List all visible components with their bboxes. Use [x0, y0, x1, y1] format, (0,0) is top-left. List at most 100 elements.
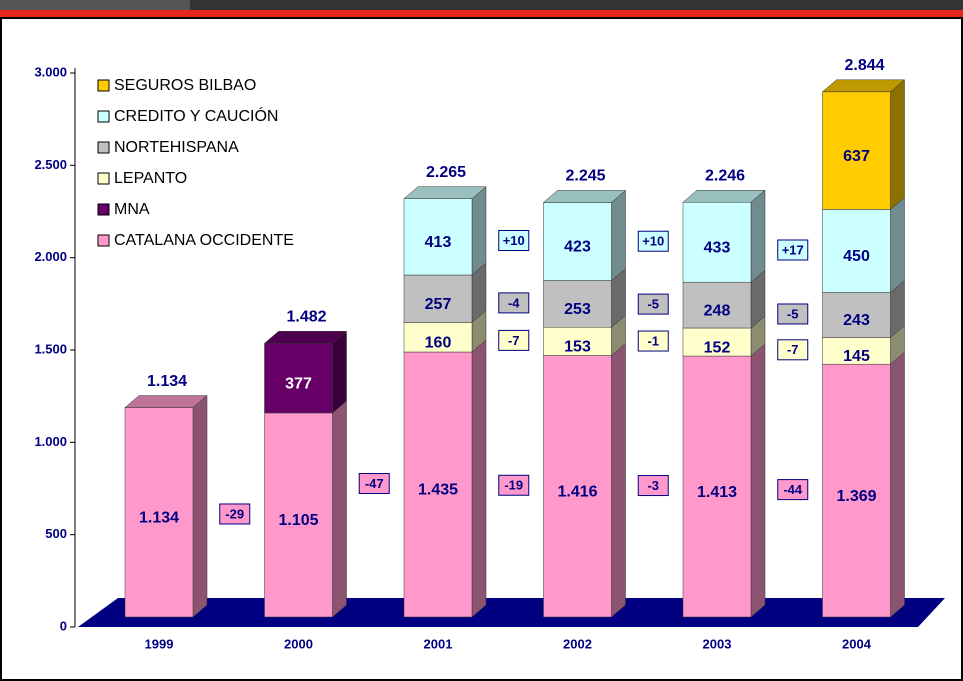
change-box	[777, 303, 809, 325]
segment-label: 1.435	[418, 482, 458, 499]
y-tick-label: 1.000	[34, 434, 67, 449]
bar-segment	[124, 407, 194, 618]
bar-side	[471, 339, 487, 618]
segment-label: 423	[564, 239, 591, 256]
y-tick-label: 2.500	[34, 157, 67, 172]
change-label: -7	[508, 333, 520, 348]
bar-segment	[682, 281, 752, 329]
segment-label: 160	[425, 334, 452, 351]
legend-label: CREDITO Y CAUCIÓN	[114, 106, 278, 125]
segment-label: 413	[425, 234, 452, 251]
change-box	[637, 230, 669, 252]
bar-side	[332, 400, 347, 618]
segment-label: 377	[285, 375, 312, 392]
change-box	[498, 292, 530, 314]
change-box	[637, 330, 669, 352]
bar-side	[192, 395, 208, 618]
legend-swatch	[97, 110, 110, 123]
legend-label: CATALANA OCCIDENTE	[114, 232, 294, 249]
change-label: -5	[787, 306, 799, 321]
change-label: -4	[508, 295, 520, 310]
change-box	[498, 229, 530, 251]
bar-top	[821, 79, 906, 93]
change-box	[777, 339, 809, 361]
total-label: 2.844	[844, 57, 884, 74]
red-stripe	[0, 10, 963, 18]
bar-top	[542, 190, 627, 203]
bar-top	[263, 331, 348, 344]
change-box	[777, 239, 809, 261]
segment-label: 145	[843, 348, 870, 365]
legend-swatch	[97, 234, 110, 247]
total-label: 2.265	[426, 164, 466, 181]
segment-label: 253	[564, 301, 591, 318]
bar-top	[682, 189, 766, 203]
bar-segment	[403, 274, 473, 323]
bar-side	[750, 343, 766, 618]
y-tick-label: 0	[60, 618, 67, 633]
total-label: 2.246	[705, 167, 745, 184]
bar-side	[750, 189, 766, 283]
segment-label: 248	[704, 302, 731, 319]
x-tick-label: 1999	[145, 636, 174, 651]
floor	[78, 598, 945, 627]
bar-side	[332, 330, 347, 414]
top-bar	[0, 0, 963, 10]
change-label: -44	[783, 482, 803, 497]
bar-segment	[682, 355, 752, 618]
change-box	[498, 474, 530, 496]
segment-label: 257	[425, 296, 452, 313]
change-box	[637, 475, 669, 497]
total-label: 1.482	[286, 309, 326, 326]
bar-segment	[543, 327, 612, 356]
segment-label: 1.105	[278, 512, 318, 529]
segment-label: 637	[843, 148, 870, 165]
bar-segment	[822, 209, 891, 293]
legend-label: MNA	[114, 201, 150, 218]
x-tick-label: 2004	[842, 636, 872, 651]
y-tick-label: 500	[45, 526, 67, 541]
total-label: 1.134	[147, 373, 187, 390]
segment-label: 1.134	[139, 510, 179, 527]
change-box	[777, 479, 809, 501]
change-label: -47	[365, 476, 384, 491]
segment-label: 1.413	[697, 484, 737, 501]
segment-label: 1.416	[557, 483, 597, 500]
bar-side	[890, 196, 905, 294]
legend-swatch	[97, 79, 110, 92]
x-tick-label: 2003	[703, 636, 732, 651]
bar-segment	[264, 343, 333, 414]
segment-label: 450	[843, 248, 870, 265]
change-box	[498, 329, 530, 351]
change-label: +10	[503, 233, 525, 248]
segment-label: 153	[564, 339, 591, 356]
legend-swatch	[97, 172, 110, 185]
bar-segment	[682, 201, 752, 283]
change-label: -1	[647, 333, 659, 348]
y-tick-label: 1.500	[34, 341, 67, 356]
change-label: +10	[642, 234, 664, 249]
bar-segment	[822, 363, 891, 618]
change-label: +17	[782, 242, 804, 257]
total-label: 2.245	[565, 168, 605, 185]
segment-label: 1.369	[836, 488, 876, 505]
x-tick-label: 2002	[563, 636, 592, 651]
segment-label: 243	[843, 312, 870, 329]
bar-side	[611, 189, 626, 282]
segment-label: 433	[704, 239, 731, 256]
y-tick-label: 3.000	[34, 64, 67, 79]
change-box	[637, 293, 669, 315]
bar-segment	[264, 412, 333, 618]
bar-side	[890, 79, 905, 210]
bar-side	[890, 351, 905, 618]
bar-side	[611, 342, 626, 618]
change-label: -5	[647, 297, 659, 312]
bar-segment	[822, 91, 891, 210]
bar-segment	[403, 198, 473, 276]
x-tick-label: 2000	[284, 636, 313, 651]
change-label: -29	[225, 506, 244, 521]
change-box	[219, 503, 251, 525]
segment-label: 152	[704, 339, 731, 356]
top-tab	[0, 0, 190, 10]
legend-swatch	[97, 141, 110, 154]
